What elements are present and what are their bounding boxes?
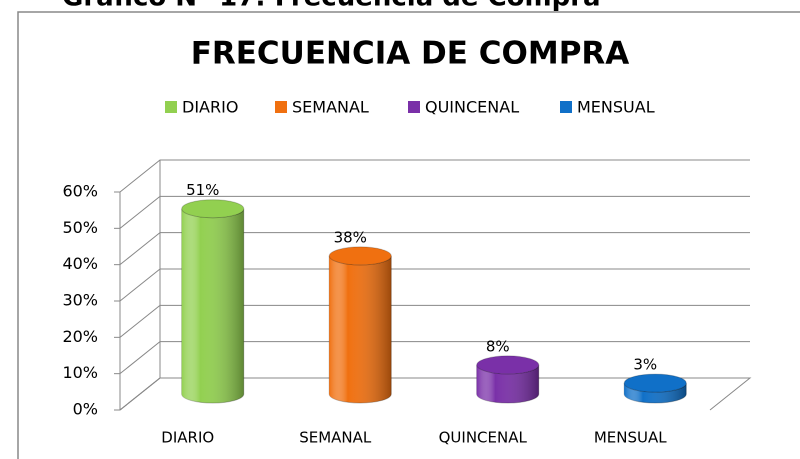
grid-line [119, 232, 750, 266]
x-tick-label: MENSUAL [594, 429, 667, 447]
cylinder [623, 373, 687, 404]
cylinder-shade [476, 364, 539, 403]
x-tick-label: QUINCENAL [439, 429, 528, 447]
legend-swatch [275, 101, 287, 113]
value-label: 51% [186, 181, 219, 199]
y-tick-label: 0% [73, 400, 98, 419]
caption: Gráfico N° 17: Frecuencia de Compra [62, 0, 601, 13]
cylinder [181, 199, 245, 404]
y-tick-label: 50% [62, 218, 98, 237]
grid-line [119, 159, 750, 193]
value-label: 38% [334, 228, 367, 246]
legend-label: MENSUAL [577, 98, 655, 117]
grid-line [119, 304, 750, 338]
cylinder-shade [329, 255, 392, 403]
grid-line [119, 377, 750, 411]
cylinder-top [328, 246, 392, 266]
cylinder-top [181, 199, 245, 219]
cylinder-top [476, 355, 540, 375]
legend-swatch [560, 101, 572, 113]
x-tick-label: DIARIO [161, 429, 214, 447]
legend-swatch [408, 101, 420, 113]
legend-swatch [165, 101, 177, 113]
y-tick-label: 10% [62, 363, 98, 382]
grid-line [119, 341, 750, 375]
y-tick-label: 60% [62, 182, 98, 201]
cylinder [476, 355, 540, 404]
cylinder-top [623, 373, 687, 393]
y-tick-label: 40% [62, 254, 98, 273]
legend-label: QUINCENAL [425, 98, 519, 117]
x-tick-label: SEMANAL [299, 429, 372, 447]
y-tick-label: 30% [62, 291, 98, 310]
value-label: 8% [486, 337, 510, 355]
legend-label: DIARIO [182, 98, 238, 117]
cylinder [328, 246, 392, 404]
value-label: 3% [633, 356, 657, 374]
grid-line [119, 268, 750, 302]
cylinder-shade [624, 383, 687, 403]
chart-title: FRECUENCIA DE COMPRA [191, 36, 630, 72]
cylinder-shade [181, 208, 244, 403]
legend-label: SEMANAL [292, 98, 369, 117]
y-tick-label: 20% [62, 327, 98, 346]
grid-line [119, 195, 750, 229]
